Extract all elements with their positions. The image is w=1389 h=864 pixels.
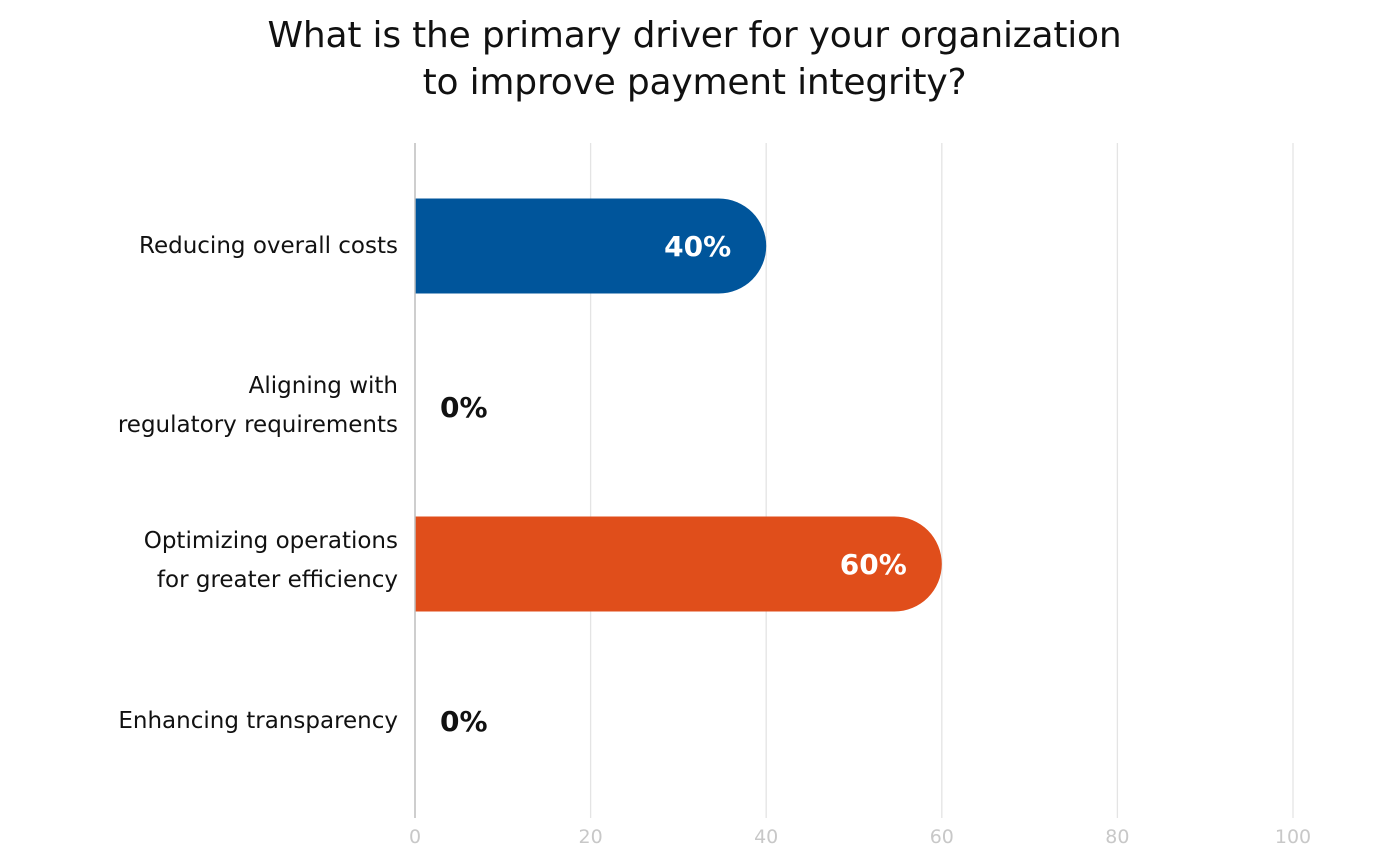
bar	[415, 198, 767, 294]
x-tick-label: 60	[930, 826, 954, 848]
category-label-reducing-costs: Reducing overall costs	[139, 227, 398, 266]
category-label-optimizing: Optimizing operations for greater effici…	[144, 522, 398, 600]
x-tick-label: 100	[1275, 826, 1311, 848]
category-label-line: for greater efficiency	[156, 567, 398, 593]
bar-value-label: 40%	[664, 230, 731, 263]
x-tick-label: 40	[754, 826, 778, 848]
x-tick-label: 80	[1105, 826, 1129, 848]
chart-title-line-1: What is the primary driver for your orga…	[267, 15, 1122, 56]
bar-value-label: 60%	[840, 548, 907, 581]
category-label-line: Reducing overall costs	[139, 233, 398, 259]
chart-title: What is the primary driver for your orga…	[0, 12, 1389, 106]
category-label-line: Aligning with	[248, 373, 398, 399]
category-label-line: Enhancing transparency	[118, 708, 398, 734]
x-tick-label: 0	[409, 826, 421, 848]
category-label-line: Optimizing operations	[143, 528, 398, 554]
bar-value-label: 0%	[440, 705, 488, 738]
bar-value-label: 0%	[440, 391, 488, 424]
bar	[415, 516, 942, 612]
category-label-transparency: Enhancing transparency	[118, 702, 398, 741]
chart-title-line-2: to improve payment integrity?	[422, 62, 967, 103]
x-tick-label: 20	[579, 826, 603, 848]
category-label-regulatory: Aligning with regulatory requirements	[118, 367, 398, 445]
category-label-line: regulatory requirements	[117, 412, 398, 438]
